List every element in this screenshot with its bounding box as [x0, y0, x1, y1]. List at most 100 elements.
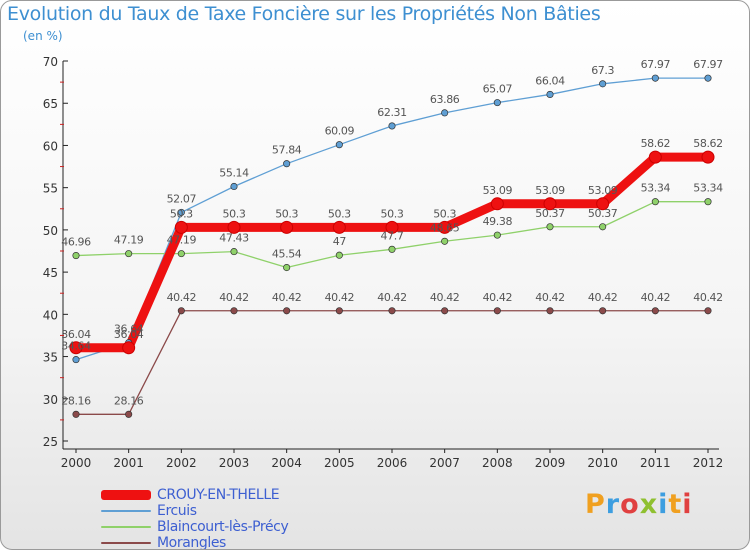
- data-point: [335, 141, 343, 149]
- data-point: [283, 307, 291, 315]
- data-label: 40.42: [219, 291, 249, 304]
- data-label: 40.42: [272, 291, 302, 304]
- data-point: [72, 356, 80, 364]
- legend-item-morangles[interactable]: Morangles: [101, 535, 288, 549]
- x-tick-label: 2004: [271, 456, 302, 470]
- y-tick-label: 35: [43, 351, 58, 365]
- data-label: 50.37: [535, 207, 565, 220]
- data-label: 53.34: [641, 182, 671, 195]
- data-point: [701, 150, 715, 164]
- x-tick-label: 2011: [640, 456, 671, 470]
- data-point: [441, 307, 449, 315]
- data-label: 36.04: [114, 328, 144, 341]
- legend-label-crouy: CROUY-EN-THELLE: [157, 487, 280, 503]
- data-label: 50.37: [588, 207, 618, 220]
- logo-letter: P: [585, 489, 606, 520]
- data-label: 53.09: [588, 184, 618, 197]
- data-point: [280, 220, 294, 234]
- data-point: [72, 252, 80, 260]
- series-line-2: [75, 310, 709, 415]
- data-point: [125, 250, 133, 258]
- data-point: [648, 150, 662, 164]
- logo-letter: i: [682, 489, 693, 520]
- y-tick-label: 50: [43, 224, 58, 238]
- data-label: 28.16: [61, 394, 91, 407]
- data-point: [493, 231, 501, 239]
- data-labels: 34.64 36.64 52.07 55.14 57.84 60.09 62.31 63.86…: [61, 58, 723, 407]
- data-point: [230, 307, 238, 315]
- data-point: [177, 307, 185, 315]
- data-label: 58.62: [641, 137, 671, 150]
- data-point: [283, 160, 291, 168]
- data-point: [546, 307, 554, 315]
- data-point: [388, 245, 396, 253]
- data-label: 40.42: [693, 291, 723, 304]
- proxiti-logo: Proxiti: [585, 489, 693, 520]
- data-point: [441, 109, 449, 117]
- data-label: 52.07: [167, 192, 197, 205]
- axes: 25 30 35 40 45 50 55 60 65 70 2000 2001 2002 2003 2004…: [43, 55, 724, 470]
- data-label: 45.54: [272, 248, 302, 261]
- data-point: [230, 182, 238, 191]
- data-label: 47.43: [219, 232, 249, 245]
- legend-label-blaincourt: Blaincourt-lès-Précy: [157, 519, 289, 535]
- data-label: 63.86: [430, 93, 460, 106]
- data-point: [335, 307, 343, 315]
- data-point: [490, 197, 504, 211]
- data-label: 50.3: [170, 207, 193, 220]
- data-point: [546, 223, 554, 231]
- x-tick-label: 2006: [377, 456, 408, 470]
- logo-letter: t: [668, 489, 683, 520]
- data-label: 48.65: [430, 221, 460, 234]
- data-label: 47.7: [381, 229, 404, 242]
- legend-item-blaincourt[interactable]: Blaincourt-lès-Précy: [101, 519, 289, 535]
- y-tick-label: 25: [43, 435, 58, 449]
- data-label: 40.42: [535, 291, 565, 304]
- data-label: 36.04: [61, 328, 91, 341]
- legend-swatch-ercuis: [101, 510, 151, 512]
- data-label: 46.96: [61, 236, 91, 249]
- data-point: [599, 223, 607, 231]
- data-point: [72, 410, 80, 418]
- data-point: [704, 307, 712, 315]
- data-point: [283, 264, 291, 272]
- data-label: 53.09: [535, 184, 565, 197]
- legend: CROUY-EN-THELLE Ercuis Blaincourt-lès-Pr…: [101, 487, 289, 549]
- data-label: 50.3: [381, 207, 404, 220]
- data-label: 57.84: [272, 144, 302, 157]
- data-label: 40.42: [483, 291, 513, 304]
- logo-letter: r: [605, 489, 621, 520]
- logo-letter: o: [620, 489, 640, 520]
- legend-item-ercuis[interactable]: Ercuis: [101, 503, 288, 519]
- data-point: [704, 74, 712, 82]
- data-point: [227, 220, 241, 234]
- data-point: [230, 248, 238, 256]
- y-tick-label: 45: [43, 266, 58, 280]
- data-label: 50.3: [275, 207, 298, 220]
- x-tick-label: 2001: [113, 456, 144, 470]
- data-label: 62.31: [377, 106, 407, 119]
- data-label: 67.3: [591, 64, 614, 77]
- data-label: 53.09: [483, 184, 513, 197]
- y-tick-label: 55: [43, 182, 58, 196]
- data-point: [177, 208, 185, 216]
- x-tick-label: 2007: [429, 456, 460, 470]
- legend-swatch-morangles: [101, 542, 151, 544]
- data-label: 65.07: [483, 83, 513, 96]
- data-label: 40.42: [325, 291, 355, 304]
- data-point: [543, 197, 557, 211]
- x-tick-label: 2009: [535, 456, 566, 470]
- data-point: [599, 307, 607, 315]
- data-label: 40.42: [588, 291, 618, 304]
- data-point: [335, 251, 343, 259]
- data-point: [651, 198, 659, 206]
- y-tick-label: 30: [43, 393, 58, 407]
- data-point: [388, 122, 396, 130]
- legend-item-crouy[interactable]: CROUY-EN-THELLE: [101, 487, 288, 503]
- data-point: [438, 220, 452, 234]
- data-label: 50.3: [433, 207, 456, 220]
- x-tick-label: 2002: [166, 456, 197, 470]
- data-label: 36.64: [114, 323, 144, 336]
- data-label: 53.34: [693, 182, 723, 195]
